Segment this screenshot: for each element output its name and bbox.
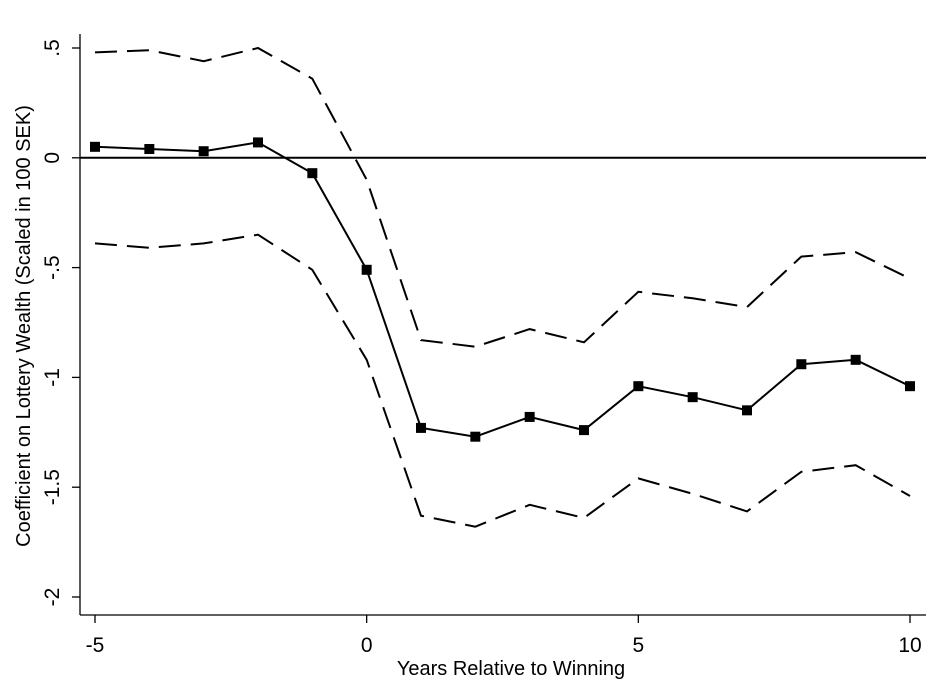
estimate-line (94, 141, 911, 438)
x-tick-label: 0 (361, 634, 373, 657)
upper-ci-line (94, 46, 911, 348)
y-axis-title: Coefficient on Lottery Wealth (Scaled in… (13, 105, 35, 547)
estimate-marker (687, 392, 698, 403)
x-tick-label: 5 (632, 634, 644, 657)
estimate-marker (90, 141, 100, 152)
estimate-marker (253, 137, 263, 148)
estimate-marker (579, 425, 589, 436)
x-tick-label: -5 (86, 634, 105, 657)
y-tick-label: -1 (41, 368, 64, 387)
estimate-marker (633, 381, 644, 392)
estimate-marker (307, 168, 318, 179)
y-tick-label: -2 (41, 588, 64, 607)
estimate-marker (416, 422, 426, 433)
estimate-marker (524, 411, 535, 422)
x-axis-title: Years Relative to Winning (397, 658, 625, 680)
estimate-marker (905, 381, 915, 392)
estimate-marker (361, 264, 372, 275)
axes: -2 -1.5 -1 -.5 0 .5 -5 0 5 10 (41, 34, 926, 657)
y-tick-label: -1.5 (41, 469, 64, 505)
estimate-marker (796, 359, 807, 370)
estimate-marker (198, 146, 209, 157)
estimate-marker (144, 144, 155, 155)
series-layer (90, 46, 915, 528)
y-tick-label: -.5 (41, 255, 64, 280)
y-tick-label: 0 (41, 152, 64, 164)
x-tick-label: 10 (898, 634, 921, 657)
lower-ci-line (94, 233, 911, 528)
y-tick-label: .5 (41, 39, 64, 57)
estimate-marker (742, 405, 752, 416)
estimate-marker (470, 431, 481, 442)
estimate-marker (850, 354, 861, 365)
